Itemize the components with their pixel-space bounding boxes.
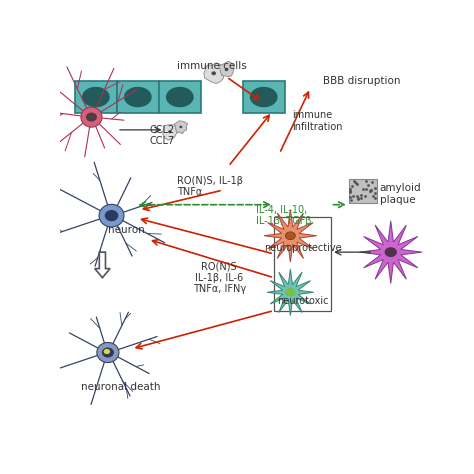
Text: immune cells: immune cells	[177, 61, 247, 71]
Ellipse shape	[285, 288, 295, 296]
Ellipse shape	[81, 107, 102, 127]
Text: amyloid
plaque: amyloid plaque	[380, 183, 421, 205]
Text: neuroprotective: neuroprotective	[264, 244, 342, 254]
Text: immune
infiltration: immune infiltration	[292, 110, 343, 132]
FancyBboxPatch shape	[159, 81, 201, 113]
Polygon shape	[267, 269, 314, 316]
Ellipse shape	[179, 126, 182, 128]
Ellipse shape	[211, 71, 216, 75]
Polygon shape	[163, 125, 178, 140]
Ellipse shape	[99, 204, 124, 227]
Ellipse shape	[82, 87, 109, 107]
FancyBboxPatch shape	[75, 81, 117, 113]
Polygon shape	[264, 210, 317, 262]
Ellipse shape	[250, 87, 278, 107]
Ellipse shape	[225, 68, 228, 71]
FancyBboxPatch shape	[349, 179, 377, 203]
Ellipse shape	[102, 347, 114, 357]
Polygon shape	[359, 221, 422, 283]
Text: BBB disruption: BBB disruption	[323, 76, 401, 86]
Text: CCL2
CCL7: CCL2 CCL7	[150, 125, 175, 146]
Polygon shape	[174, 121, 188, 134]
Ellipse shape	[86, 113, 97, 122]
Ellipse shape	[97, 343, 119, 363]
FancyArrow shape	[95, 252, 110, 278]
Text: neuron: neuron	[108, 225, 145, 235]
Ellipse shape	[286, 289, 295, 296]
Polygon shape	[204, 63, 224, 83]
Ellipse shape	[384, 247, 397, 257]
Ellipse shape	[104, 349, 110, 354]
Ellipse shape	[285, 231, 296, 240]
FancyBboxPatch shape	[117, 81, 159, 113]
Text: neuronal death: neuronal death	[81, 382, 160, 392]
Text: neurotoxic: neurotoxic	[277, 296, 329, 306]
Polygon shape	[219, 61, 234, 77]
Ellipse shape	[124, 87, 152, 107]
Text: IL-4, IL-10,
IL-13, TGFβ: IL-4, IL-10, IL-13, TGFβ	[255, 205, 311, 227]
Text: RO(N)S
IL-1β, IL-6
TNFα, IFNγ: RO(N)S IL-1β, IL-6 TNFα, IFNγ	[192, 261, 246, 294]
Ellipse shape	[168, 130, 172, 133]
Ellipse shape	[286, 232, 295, 239]
Ellipse shape	[166, 87, 194, 107]
Text: RO(N)S, IL-1β
TNFα: RO(N)S, IL-1β TNFα	[177, 176, 243, 197]
FancyBboxPatch shape	[243, 81, 285, 113]
Ellipse shape	[105, 210, 118, 221]
